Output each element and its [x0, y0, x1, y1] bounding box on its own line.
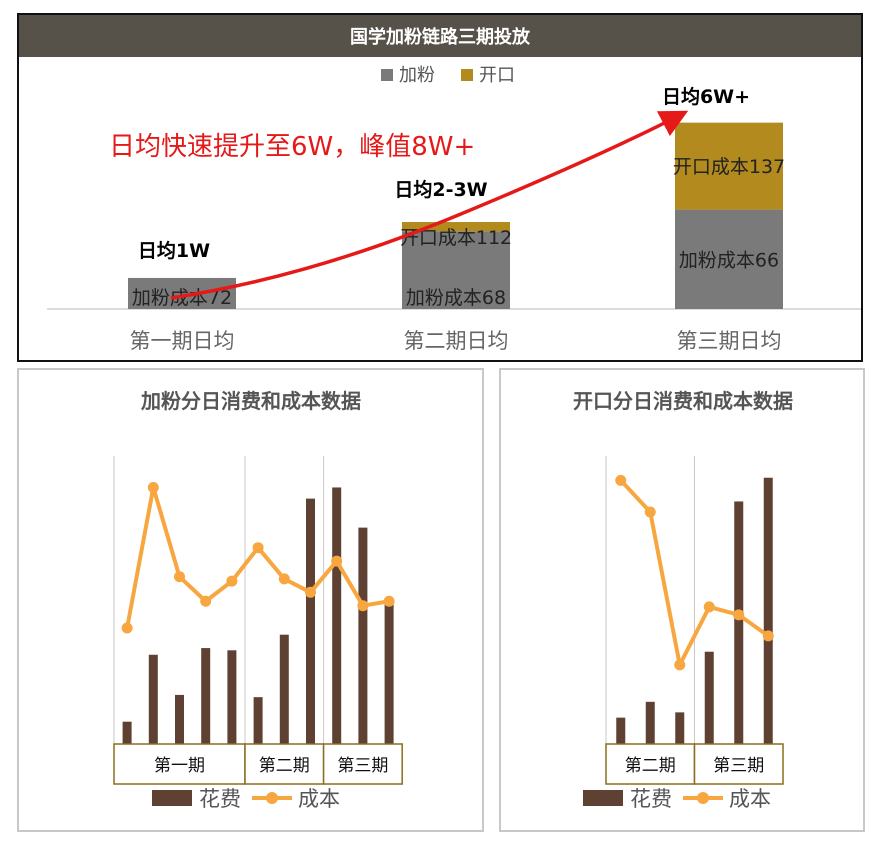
bar-spend-8 [332, 487, 342, 744]
cost-point-2 [174, 571, 185, 583]
cost-line [125, 485, 390, 629]
bar-spend-1 [645, 701, 655, 744]
bar-spend-1 [148, 654, 158, 744]
bar-spend-9 [358, 527, 368, 744]
bar-spend-5 [253, 697, 263, 744]
group-label-1: 第三期 [713, 756, 764, 776]
cost-point-4 [733, 609, 745, 621]
category-label-2: 第三期日均 [677, 329, 782, 353]
bar-spend-0 [122, 721, 132, 744]
headline-text: 日均快速提升至6W，峰值8W+ [109, 132, 475, 162]
trend-arrow [170, 110, 689, 300]
group-label-1: 第二期 [259, 756, 310, 776]
group-box-1 [693, 743, 784, 785]
legend-swatch-1 [461, 69, 473, 81]
legend-swatch-spend [583, 790, 623, 806]
cost-point-9 [357, 600, 369, 612]
bar-spend-7 [306, 498, 315, 744]
group-label-2: 第三期 [337, 756, 388, 776]
bar-label-jiafen-2: 加粉成本66 [679, 249, 779, 271]
bar-jiafen-1 [402, 231, 510, 309]
cost-point-1 [147, 481, 159, 493]
cost-point-8 [331, 555, 343, 567]
bar-spend-10 [384, 603, 394, 744]
bar-kaikou-2 [675, 122, 783, 210]
top-chart-panel: 国学加粉链路三期投放 加粉 开口 第一期日均 加粉成本72 第二期日均 加粉成本68 开口成… [17, 13, 863, 362]
group-box-1 [244, 743, 325, 785]
bar-spend-3 [704, 651, 714, 744]
group-label-0: 第二期 [625, 756, 676, 776]
bar-kaikou-1 [402, 222, 510, 232]
cost-point-4 [226, 575, 238, 587]
cost-point-6 [278, 573, 290, 585]
legend-label-1: 开口 [479, 65, 515, 86]
bar-label-jiafen-1: 加粉成本68 [406, 287, 506, 309]
jiafen-chart-panel: 加粉分日消费和成本数据第一期 第二期 第三期花费 成本 [17, 368, 484, 832]
bar-spend-2 [175, 694, 184, 744]
cost-point-5 [252, 542, 264, 554]
cost-point-3 [703, 601, 715, 613]
cost-point-0 [121, 622, 133, 634]
legend-marker-cost [697, 792, 709, 804]
legend-label-0: 加粉 [399, 65, 435, 86]
annotation-1: 日均2-3W [394, 178, 487, 201]
legend-swatch-spend [152, 790, 192, 806]
top-bar-chart: 加粉 开口第一期日均加粉成本72第二期日均加粉成本68开口成本112第三期日均加粉… [47, 65, 861, 353]
chart-title: 加粉分日消费和成本数据 [140, 389, 361, 413]
cost-point-1 [644, 506, 656, 518]
group-box-2 [322, 743, 403, 785]
cost-point-2 [674, 659, 686, 671]
cost-line [619, 478, 770, 667]
bar-spend-2 [675, 712, 685, 744]
cost-point-3 [200, 595, 212, 607]
bar-spend-5 [763, 477, 773, 744]
cost-point-10 [383, 595, 395, 607]
bar-spend-4 [734, 501, 744, 744]
legend-label-cost: 成本 [729, 787, 771, 811]
annotation-2: 日均6W+ [662, 85, 750, 108]
bar-label-kaikou-1: 开口成本112 [400, 227, 512, 249]
bar-jiafen-0 [128, 277, 236, 309]
bar-label-kaikou-2: 开口成本137 [673, 156, 785, 178]
cost-point-5 [762, 630, 774, 642]
chart-title: 国学加粉链路三期投放 [19, 15, 861, 57]
kaikou-chart-panel: 开口分日消费和成本数据第二期 第三期花费 成本 [499, 368, 865, 832]
cost-point-7 [305, 586, 316, 598]
group-label-0: 第一期 [154, 756, 205, 776]
bar-jiafen-2 [675, 209, 783, 309]
legend-label-spend: 花费 [630, 787, 672, 811]
annotation-0: 日均1W [138, 239, 210, 262]
legend-marker-cost [266, 792, 278, 804]
category-label-1: 第二期日均 [404, 329, 509, 353]
cost-point-0 [615, 474, 627, 486]
bar-spend-4 [227, 650, 237, 744]
bar-spend-3 [201, 648, 211, 744]
bar-spend-6 [279, 634, 289, 744]
legend-swatch-0 [381, 69, 393, 81]
category-label-0: 第一期日均 [130, 329, 235, 353]
chart-title: 开口分日消费和成本数据 [573, 389, 793, 413]
bar-spend-0 [616, 717, 626, 744]
legend-label-spend: 花费 [199, 787, 241, 811]
legend-label-cost: 成本 [298, 787, 340, 811]
